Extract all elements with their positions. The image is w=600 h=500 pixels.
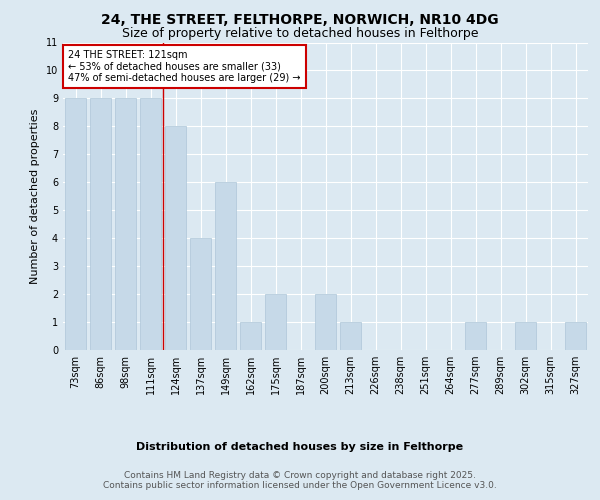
Bar [465,322,486,350]
Bar [240,322,261,350]
Bar [315,294,336,350]
Bar [265,294,286,350]
Text: Distribution of detached houses by size in Felthorpe: Distribution of detached houses by size … [136,442,464,452]
Bar [190,238,211,350]
Bar [340,322,361,350]
Text: Contains HM Land Registry data © Crown copyright and database right 2025.
Contai: Contains HM Land Registry data © Crown c… [103,470,497,490]
Bar [215,182,236,350]
Bar [165,126,186,350]
Text: 24, THE STREET, FELTHORPE, NORWICH, NR10 4DG: 24, THE STREET, FELTHORPE, NORWICH, NR10… [101,12,499,26]
Bar [115,98,136,350]
Bar [90,98,111,350]
Y-axis label: Number of detached properties: Number of detached properties [31,108,40,284]
Bar [515,322,536,350]
Text: 24 THE STREET: 121sqm
← 53% of detached houses are smaller (33)
47% of semi-deta: 24 THE STREET: 121sqm ← 53% of detached … [68,50,301,84]
Bar [565,322,586,350]
Text: Size of property relative to detached houses in Felthorpe: Size of property relative to detached ho… [122,28,478,40]
Bar [65,98,86,350]
Bar [140,98,161,350]
